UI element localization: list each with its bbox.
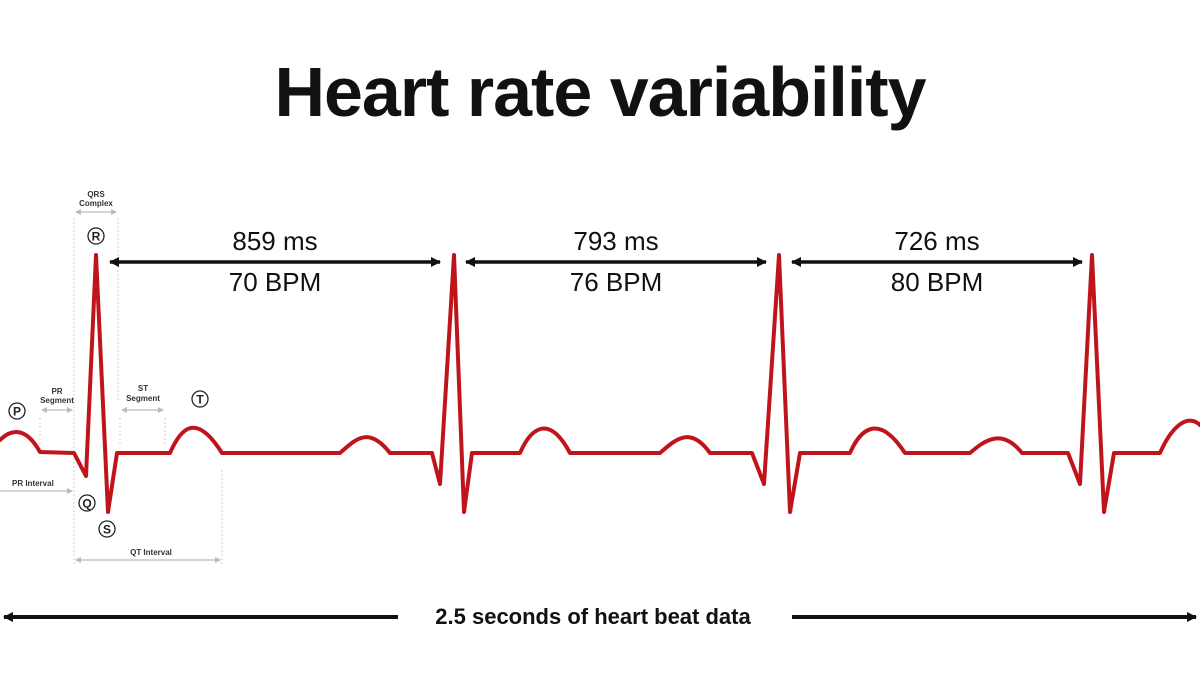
wave-label-s: S bbox=[103, 523, 111, 537]
page-title: Heart rate variability bbox=[274, 53, 926, 131]
interval-2-bpm: 76 BPM bbox=[570, 267, 663, 297]
interval-1-ms: 859 ms bbox=[232, 226, 317, 256]
interval-markers bbox=[0, 209, 221, 563]
interval-3-bpm: 80 BPM bbox=[891, 267, 984, 297]
interval-3-ms: 726 ms bbox=[894, 226, 979, 256]
pr-segment-label-2: Segment bbox=[40, 396, 74, 405]
wave-label-q: Q bbox=[82, 497, 91, 511]
timeline-label: 2.5 seconds of heart beat data bbox=[435, 604, 751, 629]
st-segment-label: ST bbox=[138, 384, 148, 393]
qrs-complex-label-2: Complex bbox=[79, 199, 113, 208]
wave-label-p: P bbox=[13, 405, 21, 419]
interval-1-bpm: 70 BPM bbox=[229, 267, 322, 297]
wave-label-r: R bbox=[92, 230, 101, 244]
wave-letters: P R T Q S bbox=[8, 227, 209, 538]
st-segment-label-2: Segment bbox=[126, 394, 160, 403]
guide-lines bbox=[39, 218, 223, 565]
wave-label-t: T bbox=[196, 393, 204, 407]
ecg-trace bbox=[0, 253, 1200, 514]
pr-interval-label: PR Interval bbox=[12, 479, 54, 488]
qt-interval-label: QT Interval bbox=[130, 548, 172, 557]
pr-segment-label: PR bbox=[51, 387, 62, 396]
qrs-complex-label: QRS bbox=[87, 190, 105, 199]
interval-2-ms: 793 ms bbox=[573, 226, 658, 256]
